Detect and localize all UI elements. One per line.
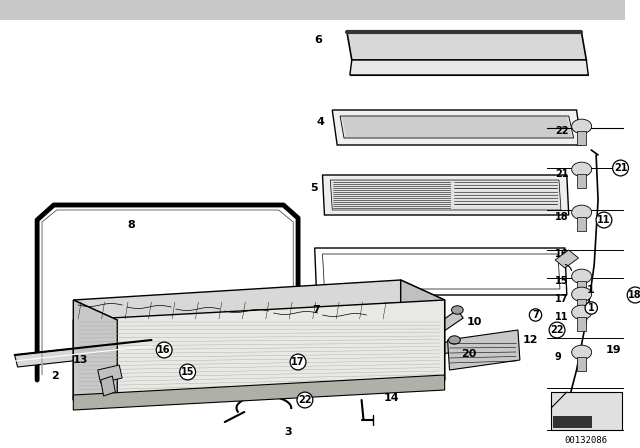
Text: 22: 22 xyxy=(298,395,312,405)
Polygon shape xyxy=(350,60,588,75)
Text: 20: 20 xyxy=(461,349,477,359)
Circle shape xyxy=(572,162,591,177)
Text: 22: 22 xyxy=(550,325,564,335)
Circle shape xyxy=(572,205,591,220)
Circle shape xyxy=(572,119,591,134)
Bar xyxy=(577,357,586,371)
Text: 10: 10 xyxy=(467,317,483,327)
Polygon shape xyxy=(447,330,520,370)
Polygon shape xyxy=(401,280,445,380)
Bar xyxy=(577,174,586,188)
Polygon shape xyxy=(555,250,579,268)
Text: 17: 17 xyxy=(555,294,568,304)
Circle shape xyxy=(572,287,591,302)
Text: 19: 19 xyxy=(606,345,621,355)
Text: 9: 9 xyxy=(555,352,561,362)
Text: 21: 21 xyxy=(614,163,627,173)
Text: 16: 16 xyxy=(555,249,568,259)
Polygon shape xyxy=(347,32,586,60)
Bar xyxy=(553,416,592,428)
Polygon shape xyxy=(340,116,573,138)
Text: 00132086: 00132086 xyxy=(565,435,608,444)
Bar xyxy=(551,392,621,430)
Text: 16: 16 xyxy=(157,345,171,355)
Bar xyxy=(577,131,586,145)
Text: 1: 1 xyxy=(586,285,594,295)
Text: 18: 18 xyxy=(628,290,640,300)
Text: 14: 14 xyxy=(384,393,400,403)
Polygon shape xyxy=(100,376,115,396)
Text: 12: 12 xyxy=(523,335,538,345)
Text: 6: 6 xyxy=(315,35,323,45)
Text: 18: 18 xyxy=(555,212,568,222)
Text: 8: 8 xyxy=(127,220,135,230)
Polygon shape xyxy=(74,300,117,400)
Text: 22: 22 xyxy=(555,126,568,136)
Polygon shape xyxy=(323,175,569,215)
Text: 7: 7 xyxy=(532,310,539,320)
Bar xyxy=(577,299,586,313)
Text: 3: 3 xyxy=(284,427,292,437)
Text: 15: 15 xyxy=(555,276,568,286)
Text: 5: 5 xyxy=(310,183,317,193)
Polygon shape xyxy=(376,340,460,370)
Circle shape xyxy=(451,306,463,314)
Polygon shape xyxy=(15,340,154,367)
Text: 11: 11 xyxy=(597,215,611,225)
Text: 4: 4 xyxy=(317,117,324,127)
Polygon shape xyxy=(98,365,122,383)
Text: 17: 17 xyxy=(291,357,305,367)
Polygon shape xyxy=(428,310,463,338)
Bar xyxy=(577,281,586,295)
Text: 13: 13 xyxy=(72,355,88,365)
Text: 2: 2 xyxy=(51,371,59,381)
Circle shape xyxy=(572,345,591,359)
Polygon shape xyxy=(315,248,567,295)
Polygon shape xyxy=(323,254,560,289)
Text: 15: 15 xyxy=(181,367,195,377)
Polygon shape xyxy=(330,180,561,210)
Polygon shape xyxy=(74,300,445,400)
Text: 7: 7 xyxy=(313,305,321,315)
Polygon shape xyxy=(74,280,445,320)
Circle shape xyxy=(449,336,460,344)
Bar xyxy=(577,217,586,231)
Polygon shape xyxy=(74,375,445,410)
Bar xyxy=(0,0,625,20)
Bar xyxy=(577,317,586,331)
Circle shape xyxy=(572,305,591,319)
Text: 11: 11 xyxy=(555,312,568,322)
Text: 21: 21 xyxy=(555,169,568,179)
Polygon shape xyxy=(332,110,582,145)
Circle shape xyxy=(572,269,591,284)
Text: 1: 1 xyxy=(588,303,595,313)
